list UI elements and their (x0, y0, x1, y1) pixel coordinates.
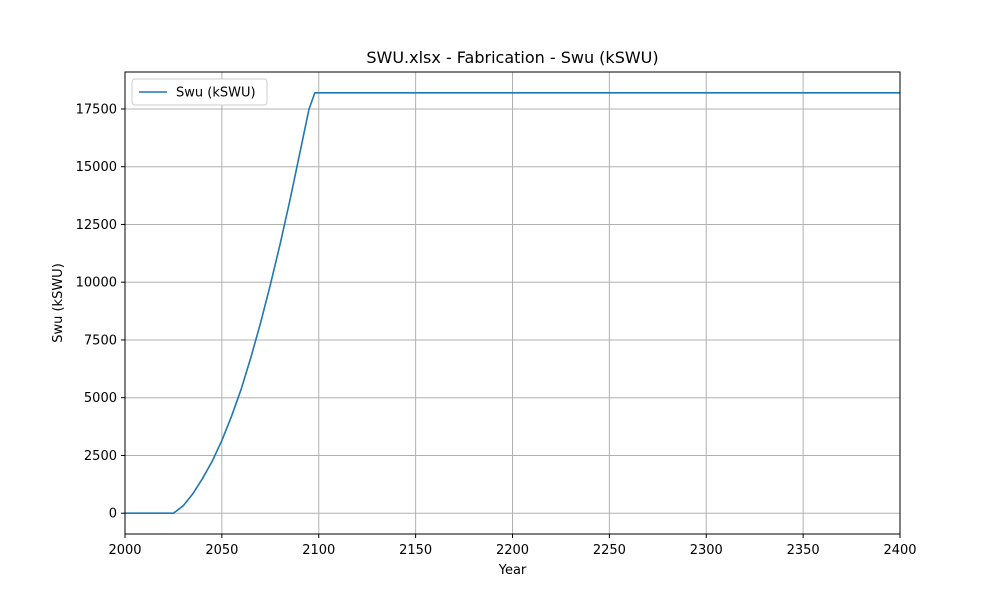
y-tick-label: 7500 (84, 333, 117, 348)
x-tick-label: 2300 (690, 543, 723, 558)
y-tick-label: 12500 (76, 218, 117, 233)
x-tick-label: 2250 (593, 543, 626, 558)
y-tick-label: 17500 (76, 102, 117, 117)
x-tick-label: 2400 (883, 543, 916, 558)
series-line (125, 91, 900, 515)
legend-label: Swu (kSWU) (176, 86, 256, 101)
chart-title: SWU.xlsx - Fabrication - Swu (kSWU) (366, 48, 658, 67)
x-tick-label: 2000 (108, 543, 141, 558)
x-tick-label: 2100 (302, 543, 335, 558)
y-tick-label: 10000 (76, 276, 117, 291)
series-layer (125, 91, 900, 515)
y-tick-label: 2500 (84, 449, 117, 464)
y-axis-label: Swu (kSWU) (51, 263, 66, 343)
x-tick-label: 2200 (496, 543, 529, 558)
legend-box (131, 78, 268, 106)
legend: Swu (kSWU) (131, 78, 268, 106)
y-tick-label: 5000 (84, 391, 117, 406)
x-tick-label: 2050 (205, 543, 238, 558)
x-axis-label: Year (498, 563, 527, 578)
x-tick-label: 2150 (399, 543, 432, 558)
y-tick-label: 15000 (76, 160, 117, 175)
y-tick-label: 0 (109, 507, 117, 522)
x-tick-label: 2350 (787, 543, 820, 558)
axis-ticks: 2000 2050 2100 2150 2200 2250 2300 2350 2400 0 250… (76, 102, 917, 558)
